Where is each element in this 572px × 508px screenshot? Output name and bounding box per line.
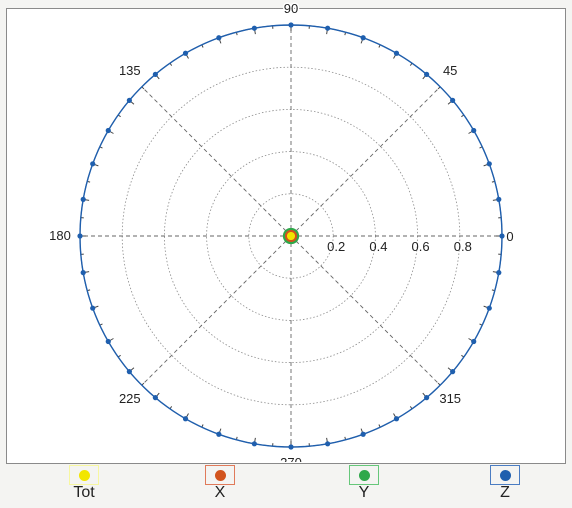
series-point-z [182,50,189,56]
series-point-z [471,127,477,134]
radial-tick-label: 0.6 [412,239,430,254]
radial-spoke [141,235,292,386]
series-point-z [126,369,132,375]
series-point-z [126,97,132,103]
series-point-z [393,50,400,56]
legend-swatch-y [349,465,379,485]
series-point-z [325,25,331,31]
angle-label: 135 [119,63,141,78]
legend-dot-x [215,470,226,481]
angle-label: 270 [280,455,302,462]
series-point-z [486,305,492,311]
series-point-z [251,25,257,31]
series-point-z [450,369,456,375]
series-point-z [152,395,158,401]
series-point-z [152,71,158,77]
legend-label-z: Z [500,484,510,501]
series-point-z [80,196,86,202]
polar-plot: 0 45 90 135 180 225 270 315 0.2 0.4 0.6 0.8 [48,0,515,462]
series-point-z [251,441,257,447]
series-point-z [90,161,96,167]
legend-dot-z [500,470,511,481]
angle-label: 180 [49,228,71,243]
series-point-z [216,431,222,437]
legend-label-x: X [214,484,226,501]
series-point-z [360,35,366,41]
series-point-z [424,71,430,77]
radial-spoke [290,86,441,237]
series-point-z [288,22,294,28]
series-point-z [182,416,189,422]
legend-label-y: Y [358,484,370,501]
radial-tick-label: 0.4 [369,239,387,254]
angle-label: 90 [284,1,298,16]
radial-tick-label: 0.8 [454,239,472,254]
angle-label: 225 [119,391,141,406]
series-point-z [90,305,96,311]
legend-swatch-x [205,465,235,485]
radial-spoke [141,86,292,237]
angle-label: 315 [439,391,461,406]
series-point-z [288,444,294,450]
legend: Tot X Y Z [0,462,572,508]
legend-item-x[interactable]: X [180,462,260,508]
radial-spoke [290,235,441,386]
polar-grid [79,24,503,448]
legend-item-tot[interactable]: Tot [44,462,124,508]
angle-label: 0 [506,229,513,244]
series-point-z [424,395,430,401]
series-point-z [77,233,83,239]
series-point-z [496,196,502,202]
legend-swatch-z [490,465,520,485]
legend-label-tot: Tot [73,484,95,501]
series-point-z [486,161,492,167]
series-point-z [450,97,456,103]
legend-swatch-tot [69,465,99,485]
series-point-tot [291,234,295,239]
series-point-z [216,35,222,41]
angle-label: 45 [443,63,457,78]
legend-item-y[interactable]: Y [324,462,404,508]
axis-labels: 0 45 90 135 180 225 270 315 0.2 0.4 0.6 0.8 [48,0,515,462]
series-point-z [105,338,111,345]
radial-tick-label: 0.2 [327,239,345,254]
legend-item-z[interactable]: Z [465,462,545,508]
legend-dot-tot [79,470,90,481]
series-point-z [393,416,400,422]
series-point-z [360,431,366,437]
series-point-z [105,127,111,134]
series-point-z [471,338,477,345]
series-point-z [325,441,331,447]
series-layer [77,22,505,450]
series-point-z [496,270,502,276]
series-point-z [499,233,505,239]
series-point-z [80,270,86,276]
legend-dot-y [359,470,370,481]
